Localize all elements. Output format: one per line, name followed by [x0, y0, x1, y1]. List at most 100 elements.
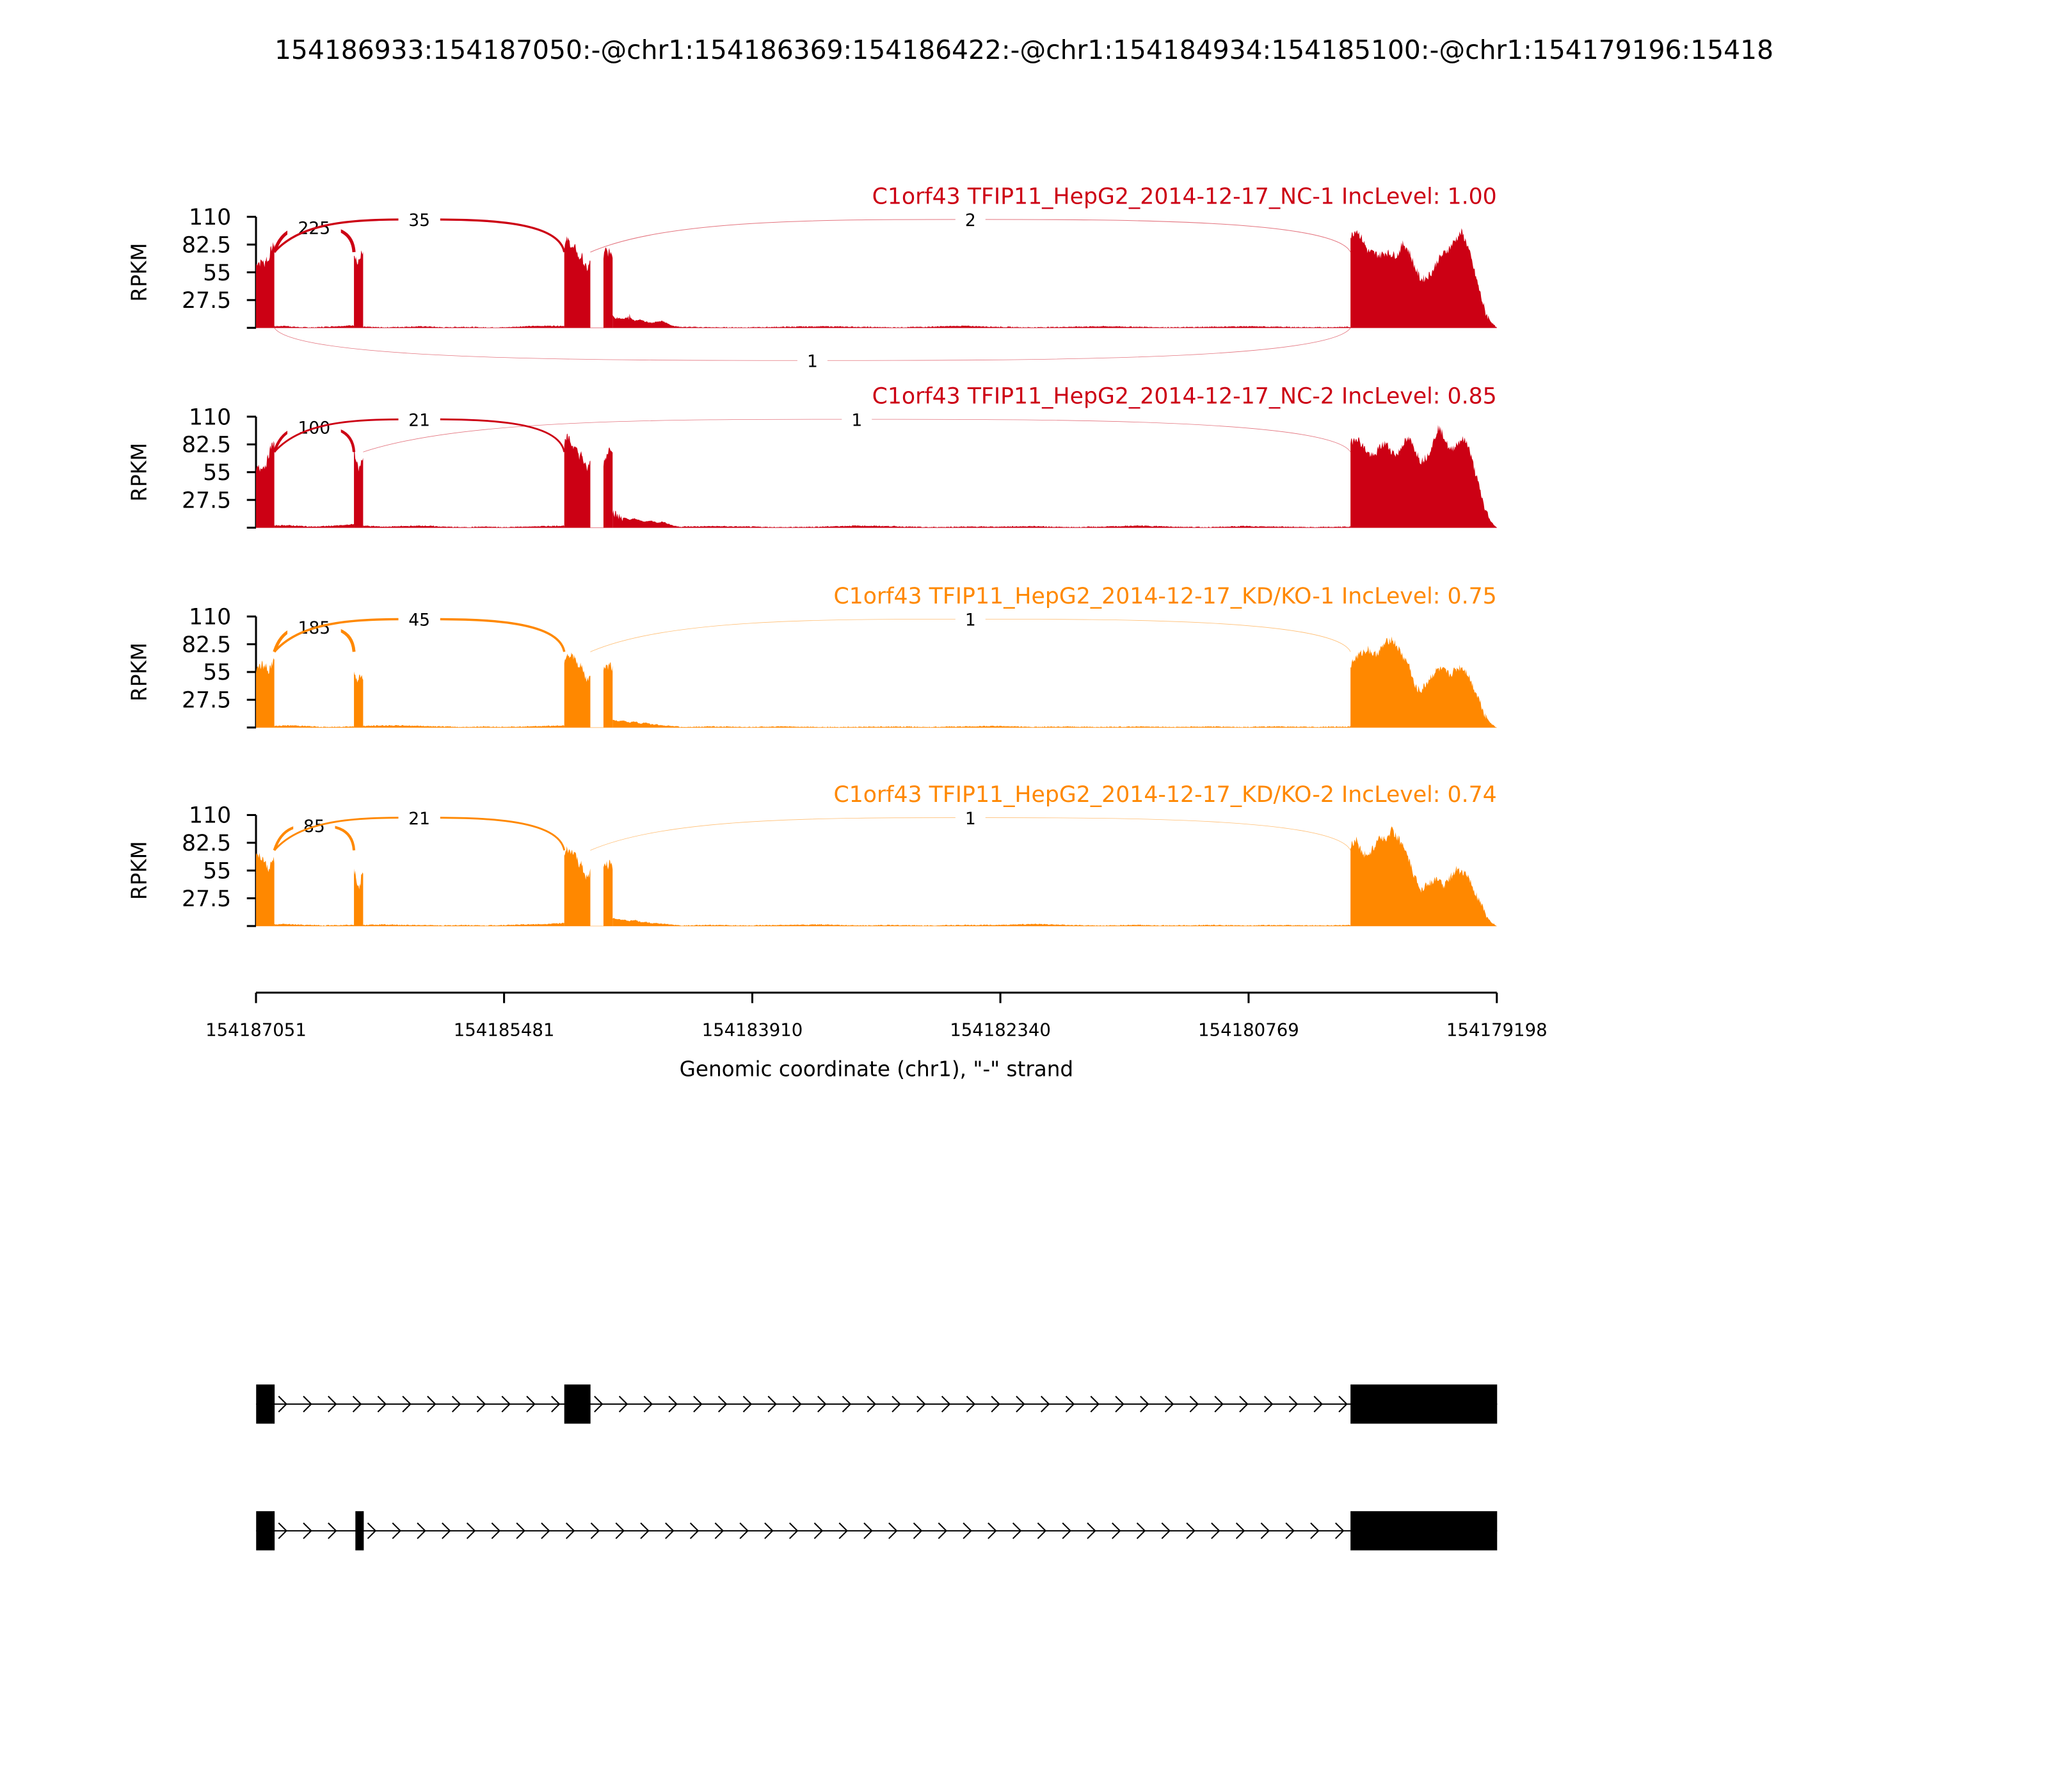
junction-count-label: 21: [408, 410, 430, 430]
strand-arrow-icon: [427, 1395, 436, 1412]
gene-model-track: [256, 1384, 1498, 1424]
coverage-area: [603, 447, 613, 528]
coverage-panels: C1orf43 TFIP11_HepG2_2014-12-17_NC-1 Inc…: [127, 184, 1497, 927]
strand-arrow-icon: [328, 1522, 337, 1539]
coverage-area: [603, 662, 613, 728]
sample-title: C1orf43 TFIP11_HepG2_2014-12-17_NC-2 Inc…: [872, 384, 1497, 410]
strand-arrow-icon: [541, 1522, 550, 1539]
coverage-area: [564, 846, 591, 926]
strand-arrow-icon: [1338, 1395, 1348, 1412]
strand-arrow-icon: [1136, 1522, 1146, 1539]
junction-count-label: 21: [408, 809, 430, 829]
x-tick-label: 154179198: [1446, 1020, 1548, 1040]
strand-arrow-icon: [615, 1522, 625, 1539]
figure-title: 154186933:154187050:-@chr1:154186369:154…: [275, 35, 1773, 65]
junction-label-bg: [398, 206, 440, 233]
y-axis-label: RPKM: [127, 443, 152, 502]
x-tick-label: 154182340: [950, 1020, 1051, 1040]
strand-arrow-icon: [817, 1395, 827, 1412]
strand-arrow-icon: [526, 1395, 536, 1412]
y-tick-label: 82.5: [182, 232, 231, 258]
strand-arrow-icon: [1112, 1522, 1121, 1539]
y-axis-label: RPKM: [127, 841, 152, 900]
junction-count-label: 2: [965, 211, 976, 230]
strand-arrow-icon: [451, 1395, 461, 1412]
strand-arrow-icon: [491, 1522, 501, 1539]
junction-count-label: 1: [965, 611, 976, 630]
x-tick-label: 154183910: [702, 1020, 803, 1040]
strand-arrow-icon: [963, 1522, 972, 1539]
strand-arrow-icon: [1310, 1522, 1320, 1539]
coverage-area: [679, 325, 1351, 328]
strand-arrow-icon: [1189, 1395, 1199, 1412]
strand-arrow-icon: [1065, 1395, 1075, 1412]
strand-arrow-icon: [665, 1522, 675, 1539]
strand-arrow-icon: [1214, 1395, 1224, 1412]
gene-models: [256, 1384, 1498, 1551]
strand-arrow-icon: [565, 1522, 575, 1539]
strand-arrow-icon: [1087, 1522, 1096, 1539]
y-tick-label: 55: [203, 858, 231, 884]
y-tick-label: 27.5: [182, 886, 231, 912]
strand-arrow-icon: [551, 1395, 561, 1412]
strand-arrow-icon: [717, 1395, 728, 1412]
coverage-area: [679, 924, 1351, 926]
strand-arrow-icon: [476, 1395, 486, 1412]
y-tick-label: 55: [203, 460, 231, 486]
coverage-area: [256, 852, 275, 926]
strand-arrow-icon: [991, 1395, 1000, 1412]
strand-arrow-icon: [1016, 1395, 1025, 1412]
exon-block: [1350, 1384, 1498, 1424]
x-axis: Genomic coordinate (chr1), "-" strand 15…: [205, 991, 1548, 1082]
coverage-panel: C1orf43 TFIP11_HepG2_2014-12-17_KD/KO-2 …: [127, 782, 1497, 927]
x-axis-label: Genomic coordinate (chr1), "-" strand: [680, 1057, 1074, 1082]
strand-arrow-icon: [1211, 1522, 1220, 1539]
strand-arrow-icon: [417, 1522, 426, 1539]
junction-label-bg: [293, 812, 335, 839]
strand-arrow-icon: [913, 1522, 923, 1539]
strand-arrow-icon: [516, 1522, 525, 1539]
strand-arrow-icon: [1260, 1522, 1270, 1539]
coverage-area: [354, 449, 364, 528]
y-axis-label: RPKM: [127, 643, 152, 701]
junction-label-bg: [955, 804, 986, 831]
strand-arrow-icon: [1235, 1522, 1245, 1539]
coverage-area: [274, 524, 355, 528]
strand-arrow-icon: [640, 1522, 650, 1539]
y-tick-label: 27.5: [182, 688, 231, 714]
y-tick-label: 27.5: [182, 488, 231, 513]
coverage-area: [564, 652, 591, 728]
x-tick-label: 154180769: [1198, 1020, 1299, 1040]
y-tick-label: 55: [203, 660, 231, 685]
strand-arrow-icon: [966, 1395, 976, 1412]
strand-arrow-icon: [938, 1522, 948, 1539]
x-tick-label: 154185481: [454, 1020, 555, 1040]
strand-arrow-icon: [1161, 1522, 1171, 1539]
strand-arrow-icon: [1313, 1395, 1323, 1412]
coverage-area: [363, 525, 564, 528]
strand-arrow-icon: [1012, 1522, 1022, 1539]
coverage-area: [564, 236, 591, 328]
coverage-panel: C1orf43 TFIP11_HepG2_2014-12-17_KD/KO-1 …: [127, 584, 1497, 729]
strand-arrow-icon: [767, 1395, 777, 1412]
coverage-area: [256, 242, 275, 328]
coverage-area: [612, 314, 680, 328]
strand-arrow-icon: [367, 1522, 377, 1539]
coverage-area: [274, 924, 355, 926]
junction-count-label: 35: [408, 211, 430, 230]
strand-arrow-icon: [442, 1522, 451, 1539]
strand-arrow-icon: [988, 1522, 997, 1539]
strand-arrow-icon: [867, 1395, 876, 1412]
y-axis-label: RPKM: [127, 243, 152, 302]
exon-block: [1350, 1511, 1498, 1551]
coverage-area: [354, 671, 364, 728]
coverage-panel: C1orf43 TFIP11_HepG2_2014-12-17_NC-1 Inc…: [127, 184, 1497, 374]
exon-block: [355, 1511, 364, 1551]
x-tick-label: 154187051: [205, 1020, 307, 1040]
strand-arrow-icon: [618, 1395, 628, 1412]
strand-arrow-icon: [1288, 1395, 1299, 1412]
gene-model-track: [256, 1511, 1498, 1551]
strand-arrow-icon: [1115, 1395, 1124, 1412]
junction-count-label: 1: [851, 410, 862, 430]
coverage-area: [679, 525, 1351, 528]
